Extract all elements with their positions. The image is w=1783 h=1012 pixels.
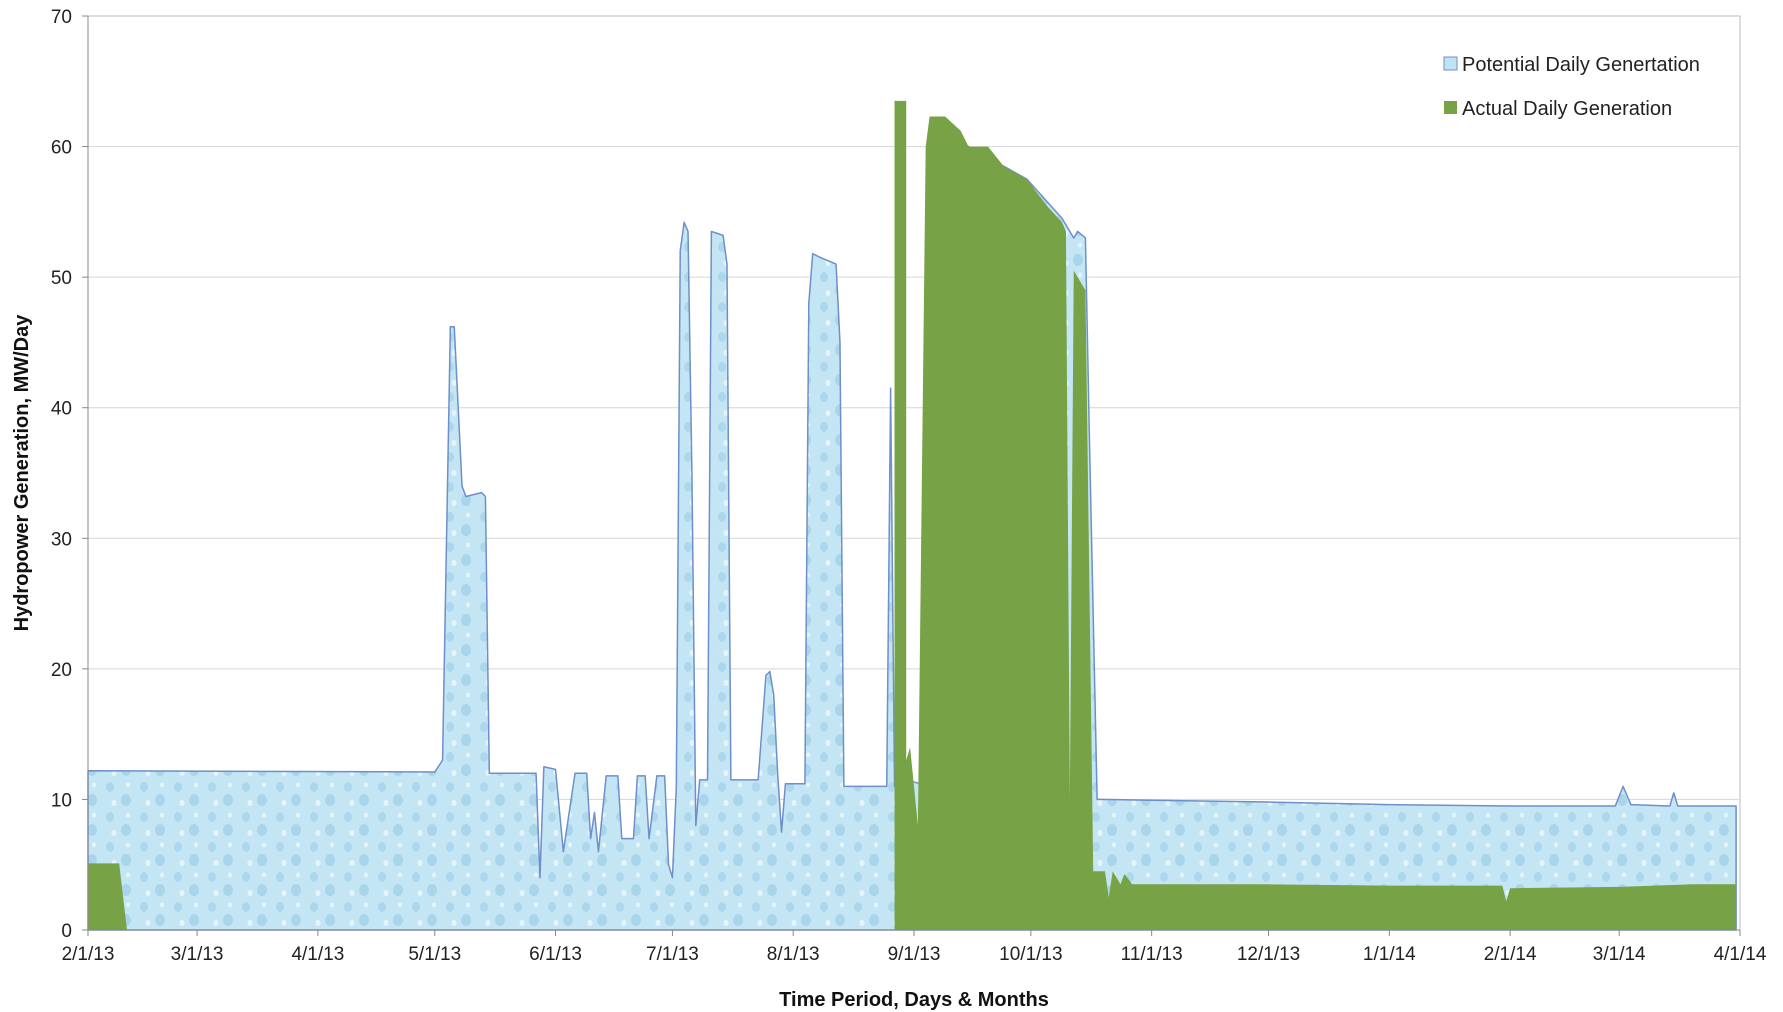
x-tick-label: 3/1/13	[171, 944, 224, 965]
x-tick-label: 8/1/13	[767, 944, 820, 965]
x-tick-label: 2/1/14	[1484, 944, 1537, 965]
y-tick-label: 50	[51, 268, 72, 289]
y-tick-label: 60	[51, 138, 72, 159]
legend-label-potential: Potential Daily Genertation	[1462, 54, 1700, 76]
x-tick-label: 2/1/13	[62, 944, 115, 965]
x-tick-label: 12/1/13	[1237, 944, 1300, 965]
x-tick-label: 9/1/13	[888, 944, 941, 965]
x-tick-label: 1/1/14	[1363, 944, 1416, 965]
x-tick-label: 7/1/13	[646, 944, 699, 965]
y-tick-label: 20	[51, 660, 72, 681]
legend-label-actual: Actual Daily Generation	[1462, 98, 1672, 120]
x-tick-label: 11/1/13	[1121, 944, 1183, 965]
x-axis-title: Time Period, Days & Months	[779, 989, 1049, 1011]
axes: 0 10 20 30 40 50 60 70 2/1/13 3/1/13 4/1/13 5/1/13 6…	[51, 7, 1767, 965]
x-tick-label: 10/1/13	[999, 944, 1062, 965]
y-tick-label: 0	[61, 921, 72, 942]
legend: Potential Daily Genertation Actual Daily…	[1443, 54, 1700, 120]
y-tick-label: 10	[51, 790, 72, 811]
y-tick-label: 70	[51, 7, 72, 28]
y-tick-label: 40	[51, 399, 72, 420]
y-tick-label: 30	[51, 529, 72, 550]
y-axis-title: Hydropower Generation, MW/Day	[11, 314, 33, 632]
x-tick-label: 4/1/14	[1714, 944, 1767, 965]
potential-generation-area	[87, 126, 1737, 931]
legend-swatch-actual	[1444, 101, 1457, 114]
x-tick-label: 3/1/14	[1593, 944, 1646, 965]
x-tick-label: 5/1/13	[408, 944, 461, 965]
x-tick-label: 4/1/13	[291, 944, 344, 965]
series-layer	[87, 100, 1737, 931]
x-tick-label: 6/1/13	[529, 944, 582, 965]
legend-swatch-potential	[1443, 56, 1458, 71]
